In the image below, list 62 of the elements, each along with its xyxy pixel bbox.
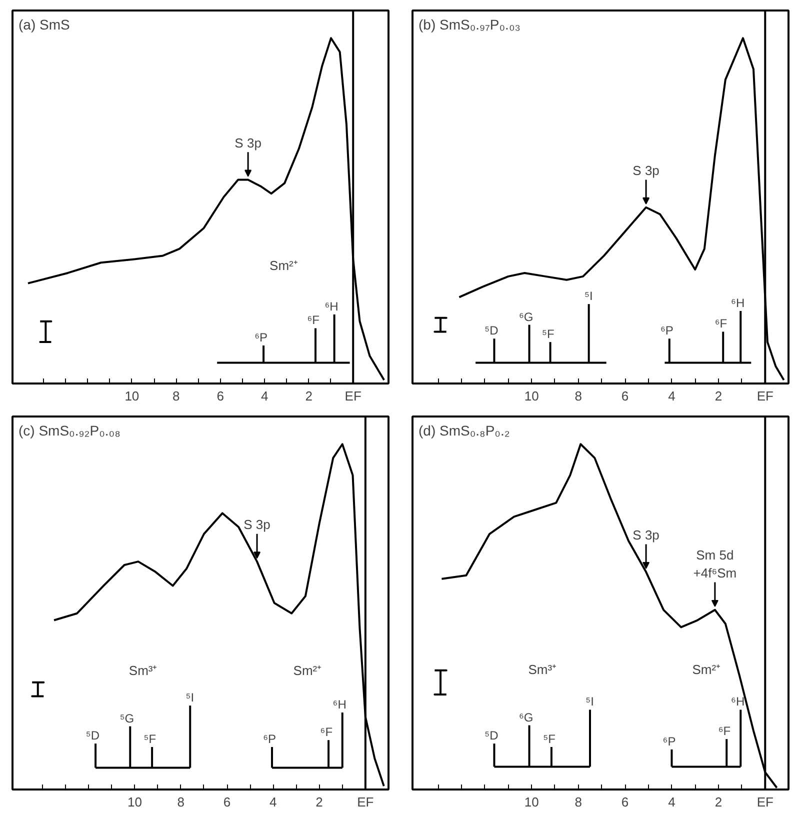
x-tick-label: 2 [714, 388, 722, 404]
x-tick-label: 6 [223, 794, 231, 810]
annotation: ⁶H [731, 694, 745, 709]
annotation: ⁵F [144, 732, 156, 746]
annotation: ⁶P [662, 734, 676, 748]
annotation: ⁵G [120, 711, 134, 726]
x-tick-label: 4 [261, 388, 268, 404]
x-tick-label: 8 [574, 794, 582, 810]
annotation: ⁶P [254, 330, 268, 345]
annotation: ⁶G [518, 310, 534, 324]
x-tick-label: 2 [305, 388, 312, 404]
annotation: ⁶H [332, 697, 346, 712]
chart-title: (d) SmS₀.₈P₀.₂ [418, 422, 510, 438]
x-tick-label: 4 [270, 794, 277, 810]
x-tick-label: 8 [574, 388, 582, 404]
x-tick-label: EF [756, 388, 774, 404]
x-tick-label: 4 [668, 794, 676, 810]
x-tick-label: 6 [216, 388, 224, 404]
annotation: ⁶P [660, 324, 674, 338]
annotation: ⁵I [586, 694, 594, 709]
annotation: ⁶G [518, 710, 534, 724]
annotation: Sm 5d +4f⁶Sm [693, 548, 737, 581]
annotation: ⁶H [731, 296, 745, 310]
chart-title: (b) SmS₀.₉₇P₀.₀₃ [418, 16, 520, 32]
chart-title: (c) SmS₀.₉₂P₀.₀₈ [18, 422, 120, 438]
x-tick-label: 10 [124, 388, 140, 404]
annotation: Sm²⁺ [270, 258, 298, 273]
x-tick-label: 8 [172, 388, 180, 404]
annotation: ⁵D [484, 324, 499, 338]
x-tick-label: EF [344, 388, 362, 404]
x-tick-label: EF [357, 794, 374, 810]
annotation: ⁵F [543, 732, 556, 746]
x-tick-label: 8 [177, 794, 185, 810]
annotation: Sm²⁺ [692, 662, 720, 677]
annotation: ⁵D [86, 728, 100, 743]
x-tick-label: 2 [714, 794, 722, 810]
annotation: ⁶P [263, 732, 276, 746]
annotation: ⁶F [714, 316, 728, 331]
annotation: Sm²⁺ [293, 662, 322, 678]
annotation: ⁶F [718, 724, 731, 738]
annotation: S 3p [632, 163, 660, 178]
annotation: ⁵I [186, 690, 194, 705]
x-tick-label: EF [756, 794, 774, 810]
annotation: Sm³⁺ [528, 662, 556, 677]
annotation: ⁵I [584, 289, 593, 304]
x-tick-label: 2 [316, 794, 323, 810]
x-tick-label: 10 [524, 794, 539, 810]
annotation: ⁶H [324, 299, 338, 314]
x-tick-label: 4 [668, 388, 676, 404]
annotation: ⁶F [307, 313, 320, 328]
chart-title: (a) SmS [18, 16, 70, 32]
annotation: Sm³⁺ [128, 662, 157, 678]
annotation: S 3p [632, 528, 660, 543]
annotation: ⁵D [484, 728, 499, 743]
annotation: ⁶F [320, 725, 333, 740]
x-tick-label: 6 [621, 794, 629, 810]
x-tick-label: 10 [524, 388, 539, 404]
annotation: S 3p [244, 517, 270, 532]
x-tick-label: 6 [621, 388, 629, 404]
annotation: S 3p [234, 135, 262, 150]
annotation: ⁵F [542, 327, 554, 342]
x-tick-label: 10 [128, 794, 142, 810]
